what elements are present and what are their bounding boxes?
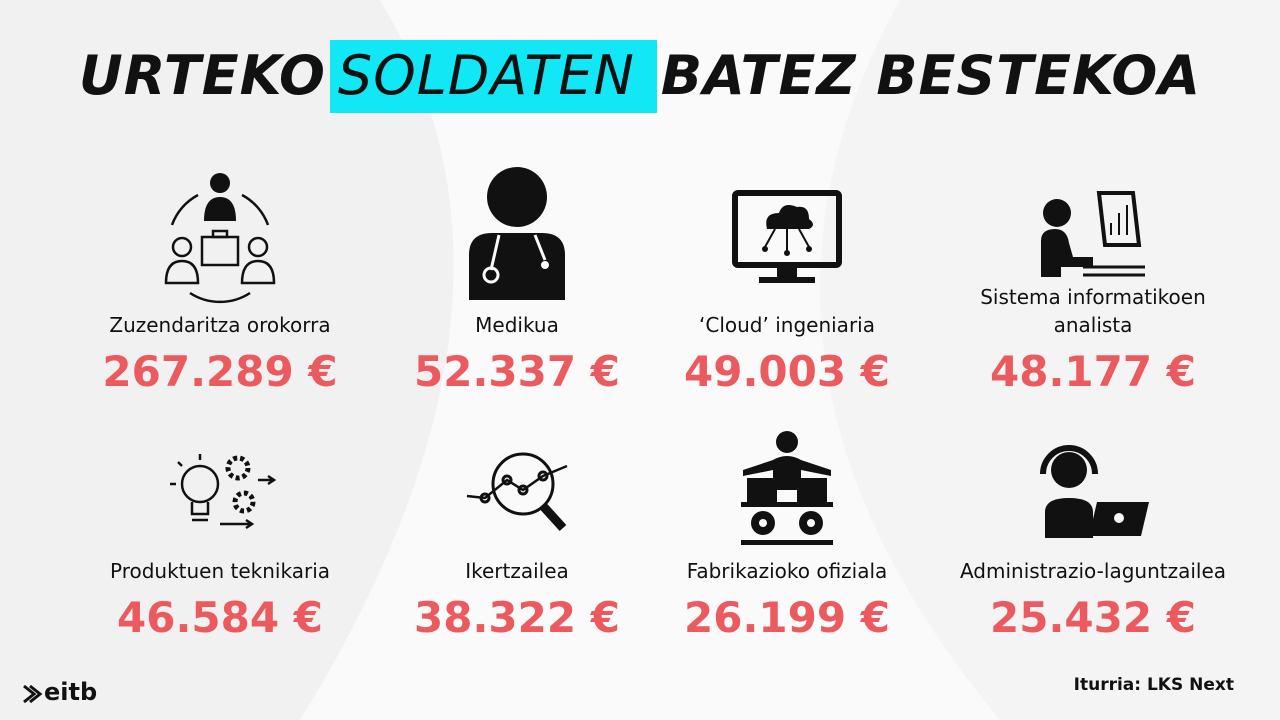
job-label: Administrazio-laguntzailea	[959, 559, 1227, 583]
salary-value: 25.432 €	[990, 593, 1196, 642]
job-label: Sistema informatikoen analista	[980, 285, 1206, 337]
job-label: ‘Cloud’ ingeniaria	[699, 313, 875, 337]
salary-value: 267.289 €	[102, 347, 338, 396]
salary-value: 46.584 €	[117, 593, 323, 642]
source: Iturria: LKS Next	[1073, 675, 1234, 695]
icon-admin	[1040, 445, 1149, 538]
job-label: Ikertzailea	[465, 559, 569, 583]
title-highlight: SOLDATEN	[329, 40, 657, 113]
salary-value: 49.003 €	[684, 347, 890, 396]
job-label: Fabrikazioko ofiziala	[686, 559, 888, 583]
salary-value: 48.177 €	[990, 347, 1196, 396]
job-label: Medikua	[475, 313, 559, 337]
salary-item: Administrazio-laguntzailea 25.432 €	[943, 557, 1243, 642]
salary-item: Ikertzailea 38.322 €	[367, 557, 667, 642]
icon-doctor	[469, 167, 565, 300]
salary-item: Fabrikazioko ofiziala 26.199 €	[637, 557, 937, 642]
salary-value: 26.199 €	[684, 593, 890, 642]
swoosh	[820, 0, 1280, 720]
icon-analyst	[1041, 191, 1145, 277]
salary-item: Zuzendaritza orokorra 267.289 €	[70, 311, 370, 396]
title-word: URTEKO	[78, 44, 326, 107]
logo: eitb	[44, 678, 98, 706]
job-label: Zuzendaritza orokorra	[109, 313, 331, 337]
title-word: BATEZ BESTEKOA	[660, 44, 1202, 107]
salary-item: ‘Cloud’ ingeniaria 49.003 €	[637, 311, 937, 396]
icon-management	[164, 173, 276, 304]
icon-research	[466, 452, 568, 532]
salary-item: Sistema informatikoen analista 48.177 €	[963, 283, 1223, 396]
logo-mark	[23, 684, 43, 704]
icon-cloud	[732, 190, 842, 283]
title: URTEKO SOLDATEN BATEZ BESTEKOA	[0, 40, 1280, 113]
swoosh	[0, 0, 454, 720]
salary-value: 52.337 €	[414, 347, 620, 396]
salary-item: Medikua 52.337 €	[367, 311, 667, 396]
salary-value: 38.322 €	[414, 593, 620, 642]
salary-item: Produktuen teknikaria 46.584 €	[70, 557, 370, 642]
icon-factory	[741, 431, 833, 545]
icon-bulb	[170, 454, 277, 530]
job-label: Produktuen teknikaria	[109, 559, 331, 583]
